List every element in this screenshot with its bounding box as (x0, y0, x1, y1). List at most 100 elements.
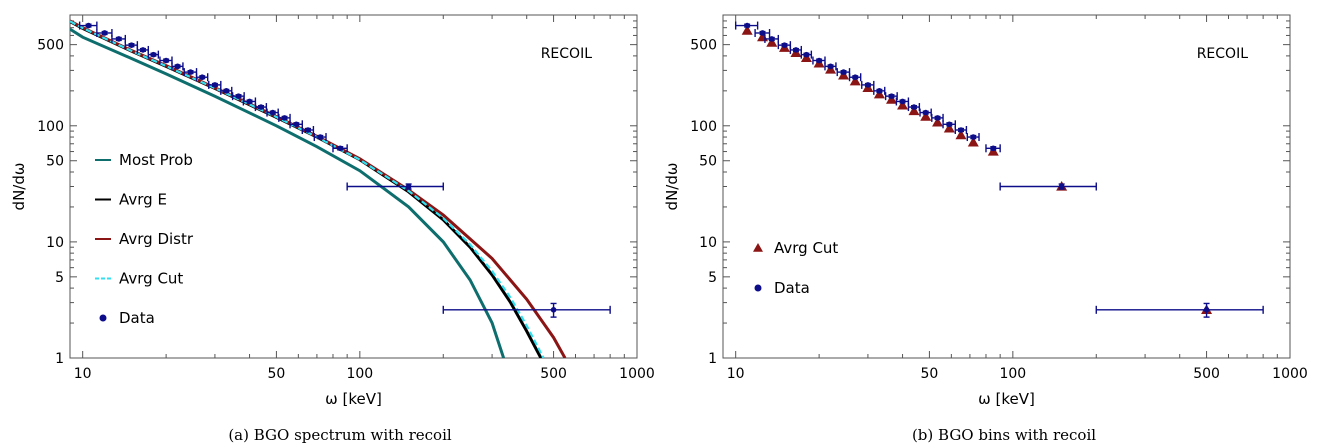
series-line (70, 20, 545, 358)
x-tick-label: 50 (920, 366, 938, 382)
series-layer (734, 21, 1264, 318)
series-line (70, 27, 506, 358)
data-point (922, 109, 929, 116)
data-point (293, 121, 300, 128)
data-point (1058, 183, 1065, 190)
data-point (865, 82, 871, 88)
legend-item: Avrg Cut (753, 239, 838, 257)
triangle-marker (967, 136, 979, 147)
legend: Avrg Cut Data (753, 239, 838, 297)
y-tick-label: 5 (708, 270, 717, 286)
legend-label: Data (774, 279, 810, 297)
x-axis-label: ω [keV] (978, 390, 1035, 408)
legend-label: Most Prob (119, 151, 193, 169)
legend-swatch (754, 284, 762, 292)
triangle-marker (766, 37, 778, 47)
data-point (163, 57, 169, 64)
data-point (317, 134, 324, 140)
y-tick-label: 1 (708, 351, 717, 367)
data-point (911, 104, 917, 110)
series-data (734, 21, 1264, 318)
figure-caption: (b) BGO bins with recoil (912, 426, 1096, 444)
triangle-marker (920, 111, 932, 121)
data-point (769, 36, 775, 42)
legend-item: Most Prob (95, 151, 193, 169)
data-point (269, 109, 276, 116)
x-tick-label: 500 (1193, 366, 1220, 382)
series-layer (70, 19, 611, 358)
data-point (816, 57, 822, 64)
legend-label: Data (119, 309, 155, 327)
data-point (246, 98, 253, 105)
data-point (934, 115, 941, 121)
data-point (150, 51, 157, 58)
data-point (405, 183, 412, 190)
data-point (212, 82, 218, 88)
chart-panel-b: 10 50 100 500 1000 1 5 10 50 100 500 ω [keV] dN/dω RE… (663, 14, 1308, 444)
series-avrg-cut (70, 20, 545, 358)
data-point (223, 88, 230, 94)
x-tick-label: 10 (74, 366, 92, 382)
x-tick-label: 100 (346, 366, 373, 382)
x-tick-label: 10 (727, 366, 745, 382)
series-avrg-distr (70, 19, 567, 358)
data-point (888, 93, 895, 99)
figure-caption: (a) BGO spectrum with recoil (228, 426, 452, 444)
y-tick-label: 10 (699, 235, 717, 251)
data-point (1203, 307, 1210, 313)
data-point (759, 30, 766, 36)
data-point (337, 145, 344, 152)
legend-item: Data (99, 309, 155, 327)
data-point (840, 69, 847, 75)
x-axis-label: ω [keV] (325, 390, 382, 408)
legend-label: Avrg Cut (774, 239, 838, 257)
recoil-annotation: RECOIL (1197, 46, 1248, 62)
legend: Most Prob Avrg E Avrg Distr Avrg Cut Data (95, 151, 194, 327)
y-tick-label: 500 (37, 38, 64, 54)
data-point (781, 42, 788, 48)
data-point (187, 69, 194, 75)
legend-swatch (753, 243, 763, 252)
legend-item: Data (754, 279, 810, 297)
series-line (70, 19, 567, 358)
y-tick-label: 500 (690, 38, 717, 54)
data-point (958, 127, 964, 133)
x-tick-label: 100 (999, 366, 1026, 382)
data-point (793, 47, 799, 53)
legend-swatch (99, 314, 107, 322)
data-point (174, 63, 181, 70)
triangle-marker (849, 75, 861, 86)
x-tick-label: 1000 (619, 366, 655, 382)
triangle-marker (741, 25, 753, 35)
data-point (305, 127, 311, 133)
y-tick-label: 50 (699, 154, 717, 170)
legend-item: Avrg Cut (95, 270, 183, 288)
x-tick-label: 50 (267, 366, 285, 382)
data-point (990, 145, 997, 152)
triangle-marker (897, 99, 909, 110)
recoil-annotation: RECOIL (541, 46, 592, 62)
x-tick-label: 500 (540, 366, 567, 382)
y-tick-label: 50 (46, 154, 64, 170)
data-point (803, 51, 810, 58)
series-avrg-cut (741, 25, 1213, 314)
data-point (827, 63, 834, 70)
triangle-marker (908, 105, 920, 116)
data-point (258, 104, 264, 110)
data-point (281, 115, 288, 121)
axis-ticks (69, 14, 638, 359)
chart-panel-a: 10 50 100 500 1000 1 5 10 50 100 500 ω [keV] dN/dω RE… (10, 14, 655, 444)
data-point (85, 22, 92, 29)
triangle-marker (955, 129, 967, 140)
data-point (235, 93, 242, 99)
y-axis-label: dN/dω (663, 163, 681, 211)
series-most-prob (70, 27, 506, 358)
x-tick-label: 1000 (1272, 366, 1308, 382)
series-data (78, 21, 611, 318)
data-point (946, 121, 953, 128)
y-tick-label: 100 (690, 119, 717, 135)
legend-label: Avrg Cut (119, 270, 183, 288)
data-point (128, 42, 135, 48)
data-point (116, 36, 122, 42)
